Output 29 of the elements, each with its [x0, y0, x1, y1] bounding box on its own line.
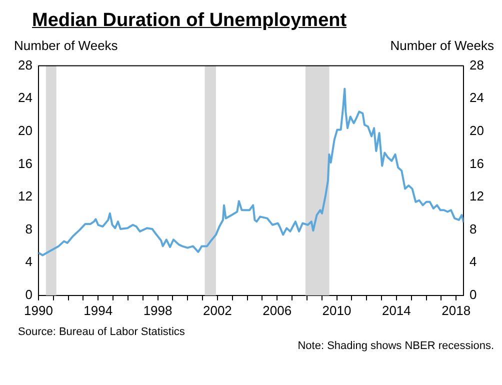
y2-tick-label: 16	[470, 156, 484, 171]
x-tick-label: 1994	[84, 302, 113, 318]
x-tick-label: 2018	[442, 302, 471, 318]
y2-tick-label: 4	[470, 254, 477, 270]
y2-tick-label: 20	[470, 122, 484, 138]
y-tick-label: 20	[18, 122, 32, 138]
y2-tick-label: 12	[470, 188, 484, 204]
x-tick-label: 2014	[382, 302, 411, 318]
y-tick-label: 12	[18, 188, 32, 204]
y2-axis-title: Number of Weeks	[390, 38, 494, 53]
y-tick-label: 4	[25, 254, 32, 270]
x-tick-label: 2006	[262, 302, 292, 318]
y2-tick-label: 28	[470, 57, 484, 72]
x-tick-label: 2010	[322, 302, 352, 318]
y-tick-label: 0	[25, 286, 32, 302]
y-axis-title: Number of Weeks	[14, 38, 118, 53]
y-tick-label: 28	[18, 57, 32, 72]
y-tick-label: 8	[25, 221, 32, 236]
y2-tick-label: 8	[470, 221, 477, 236]
x-tick-label: 1998	[143, 302, 172, 318]
text: Note: Shading shows NBER recessions.	[298, 340, 494, 352]
y2-tick-label: 0	[470, 286, 477, 302]
x-tick-label: 1990	[24, 302, 53, 318]
source-note: Source: Bureau of Labor Statistics	[18, 326, 185, 338]
x-tick-label: 2002	[202, 302, 232, 318]
y2-tick-label: 24	[470, 90, 484, 106]
y-tick-label: 16	[18, 156, 32, 171]
chart-title: Median Duration of Unemployment	[32, 10, 347, 32]
y-tick-label: 24	[18, 90, 32, 106]
